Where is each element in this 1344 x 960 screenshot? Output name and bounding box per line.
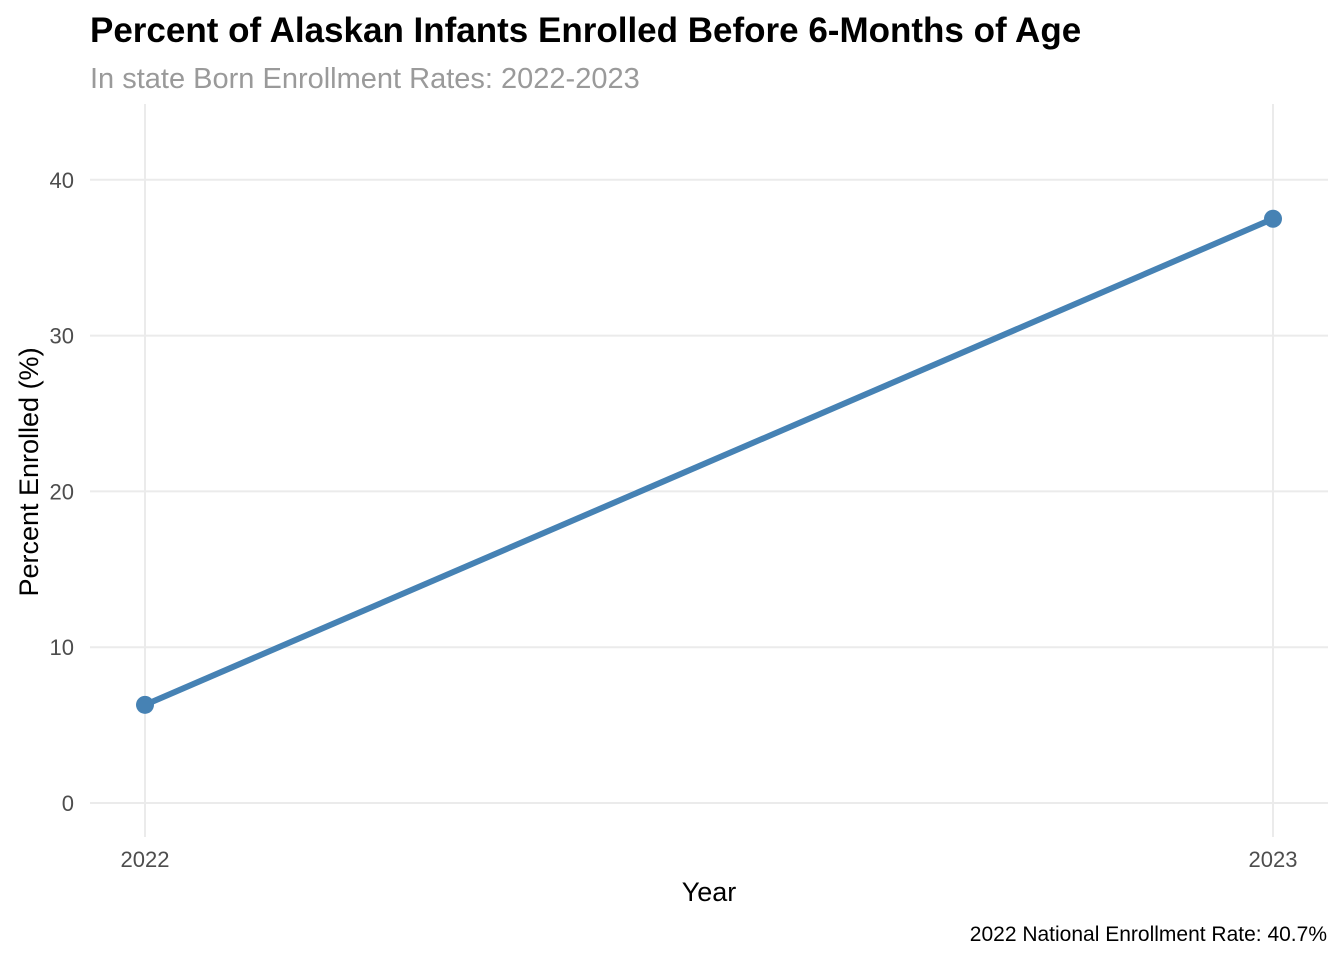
y-tick-label: 40 xyxy=(50,168,74,193)
y-axis-title: Percent Enrolled (%) xyxy=(14,347,44,596)
y-tick-labels: 0 10 20 30 40 xyxy=(50,168,74,816)
chart-subtitle: In state Born Enrollment Rates: 2022-202… xyxy=(90,63,640,95)
chart-caption: 2022 National Enrollment Rate: 40.7% xyxy=(970,923,1327,946)
x-axis-title: Year xyxy=(682,877,737,907)
x-tick-labels: 2022 2023 xyxy=(121,847,1298,872)
series-line xyxy=(143,215,1275,708)
x-tick-label: 2022 xyxy=(121,847,170,872)
y-tick-label: 30 xyxy=(50,324,74,349)
data-point xyxy=(136,695,154,714)
data-point xyxy=(1264,209,1282,228)
y-tick-label: 10 xyxy=(50,635,74,660)
series-layer xyxy=(136,209,1282,714)
x-tick-label: 2023 xyxy=(1249,847,1298,872)
y-tick-label: 0 xyxy=(62,791,74,816)
y-tick-label: 20 xyxy=(50,479,74,504)
chart-title: Percent of Alaskan Infants Enrolled Befo… xyxy=(90,11,1081,50)
grid-layer xyxy=(90,104,1328,837)
